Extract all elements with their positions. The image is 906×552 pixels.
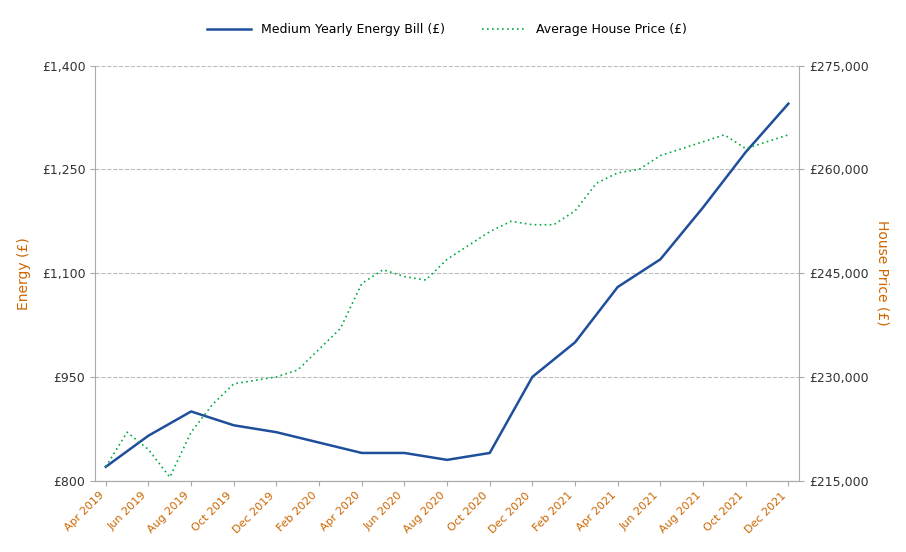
Average House Price (£) bbox=[186, 429, 197, 436]
Medium Yearly Energy Bill (£) bbox=[271, 429, 282, 436]
Average House Price (£) bbox=[378, 267, 389, 273]
Average House Price (£) bbox=[250, 377, 261, 384]
Average House Price (£) bbox=[548, 221, 559, 228]
Average House Price (£) bbox=[356, 280, 367, 287]
Average House Price (£) bbox=[527, 221, 538, 228]
Medium Yearly Energy Bill (£) bbox=[740, 149, 751, 156]
Average House Price (£) bbox=[676, 145, 687, 152]
Medium Yearly Energy Bill (£) bbox=[313, 439, 324, 446]
Average House Price (£) bbox=[121, 429, 132, 436]
Medium Yearly Energy Bill (£) bbox=[143, 432, 154, 439]
Line: Average House Price (£): Average House Price (£) bbox=[106, 135, 788, 477]
Line: Medium Yearly Energy Bill (£): Medium Yearly Energy Bill (£) bbox=[106, 104, 788, 467]
Average House Price (£) bbox=[313, 346, 324, 353]
Average House Price (£) bbox=[420, 277, 431, 283]
Medium Yearly Energy Bill (£) bbox=[356, 450, 367, 457]
Average House Price (£) bbox=[783, 131, 794, 138]
Average House Price (£) bbox=[399, 273, 410, 280]
Average House Price (£) bbox=[655, 152, 666, 159]
Medium Yearly Energy Bill (£) bbox=[399, 450, 410, 457]
Average House Price (£) bbox=[271, 374, 282, 380]
Average House Price (£) bbox=[612, 169, 623, 176]
Medium Yearly Energy Bill (£) bbox=[612, 284, 623, 290]
Y-axis label: Energy (£): Energy (£) bbox=[16, 237, 31, 310]
Average House Price (£) bbox=[293, 367, 304, 373]
Average House Price (£) bbox=[164, 474, 175, 480]
Average House Price (£) bbox=[719, 131, 730, 138]
Average House Price (£) bbox=[591, 180, 602, 187]
Medium Yearly Energy Bill (£) bbox=[527, 374, 538, 380]
Medium Yearly Energy Bill (£) bbox=[570, 339, 581, 346]
Average House Price (£) bbox=[633, 166, 644, 173]
Legend: Medium Yearly Energy Bill (£), Average House Price (£): Medium Yearly Energy Bill (£), Average H… bbox=[202, 18, 692, 41]
Medium Yearly Energy Bill (£) bbox=[698, 204, 708, 211]
Average House Price (£) bbox=[228, 380, 239, 387]
Y-axis label: House Price (£): House Price (£) bbox=[875, 220, 890, 326]
Average House Price (£) bbox=[441, 256, 452, 263]
Average House Price (£) bbox=[485, 229, 496, 235]
Average House Price (£) bbox=[506, 218, 516, 225]
Average House Price (£) bbox=[463, 242, 474, 249]
Medium Yearly Energy Bill (£) bbox=[101, 464, 111, 470]
Average House Price (£) bbox=[335, 325, 346, 332]
Average House Price (£) bbox=[101, 464, 111, 470]
Average House Price (£) bbox=[762, 139, 773, 145]
Average House Price (£) bbox=[698, 139, 708, 145]
Medium Yearly Energy Bill (£) bbox=[485, 450, 496, 457]
Average House Price (£) bbox=[570, 208, 581, 214]
Medium Yearly Energy Bill (£) bbox=[441, 457, 452, 463]
Medium Yearly Energy Bill (£) bbox=[783, 100, 794, 107]
Average House Price (£) bbox=[207, 401, 217, 408]
Average House Price (£) bbox=[740, 145, 751, 152]
Medium Yearly Energy Bill (£) bbox=[228, 422, 239, 428]
Medium Yearly Energy Bill (£) bbox=[186, 408, 197, 415]
Medium Yearly Energy Bill (£) bbox=[655, 256, 666, 263]
Average House Price (£) bbox=[143, 446, 154, 453]
